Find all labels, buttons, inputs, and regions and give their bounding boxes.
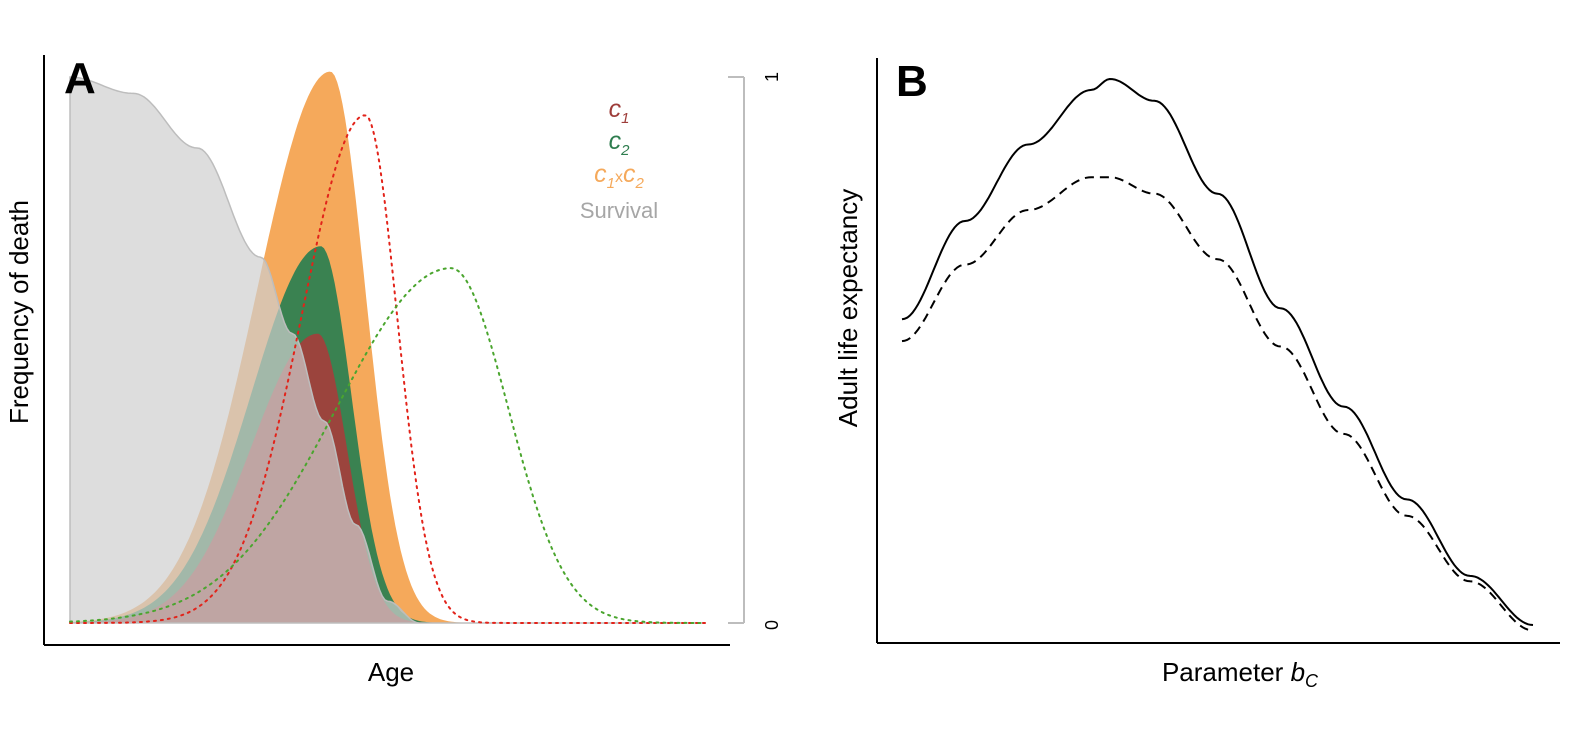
legend-c2-base: c (609, 127, 622, 155)
panel-b-letter: B (896, 57, 928, 106)
line-c2-dotted (69, 267, 706, 624)
line-solid (901, 77, 1534, 626)
panel-a: 1 0 A Age Frequency of death c1 c2 c1xc2… (4, 54, 782, 687)
legend-c1xc2-sub2: 2 (635, 175, 645, 192)
legend-c1-sub: 1 (621, 110, 629, 127)
legend-c1xc2-mid: x (615, 169, 623, 186)
panel-a-letter: A (64, 54, 96, 103)
secondary-axis-label-1: 1 (762, 72, 782, 82)
line-dashed (901, 176, 1534, 632)
panel-b-xlabel-main: Parameter (1162, 657, 1291, 687)
legend-item-c2: c2 (609, 127, 631, 159)
legend-c1xc2-base1: c (594, 160, 607, 188)
legend-c1xc2-base2: c (623, 160, 636, 188)
legend-item-survival: Survival (580, 198, 658, 223)
panel-b-xlabel: Parameter bC (1162, 657, 1319, 691)
panel-b: B Parameter bC Adult life expectancy (833, 57, 1560, 691)
secondary-axis-label-0: 0 (762, 620, 782, 630)
line-c1-dotted (69, 114, 706, 624)
panel-a-dotted-lines (69, 114, 706, 624)
panel-b-xlabel-var: b (1291, 657, 1305, 687)
panel-b-ylabel: Adult life expectancy (833, 189, 863, 427)
secondary-axis: 1 0 (728, 72, 782, 630)
legend-item-c1: c1 (609, 95, 630, 127)
panel-b-xlabel-sub: C (1305, 671, 1319, 691)
panel-a-xlabel: Age (368, 657, 414, 687)
legend-c2-sub: 2 (620, 142, 630, 159)
legend-item-c1xc2: c1xc2 (594, 160, 644, 192)
panel-b-lines (901, 77, 1534, 632)
legend-c1-base: c (609, 95, 622, 123)
panel-a-ylabel: Frequency of death (4, 200, 34, 424)
legend-c1xc2-sub1: 1 (607, 175, 615, 192)
legend: c1 c2 c1xc2 Survival (580, 95, 658, 223)
